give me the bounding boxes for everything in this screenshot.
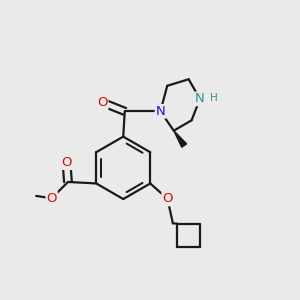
- Text: O: O: [97, 96, 108, 109]
- Text: N: N: [195, 92, 205, 105]
- Text: O: O: [46, 192, 57, 205]
- Text: H: H: [210, 93, 218, 103]
- Polygon shape: [174, 131, 187, 147]
- Text: N: N: [155, 105, 165, 118]
- Text: O: O: [61, 156, 72, 169]
- Text: O: O: [162, 192, 173, 206]
